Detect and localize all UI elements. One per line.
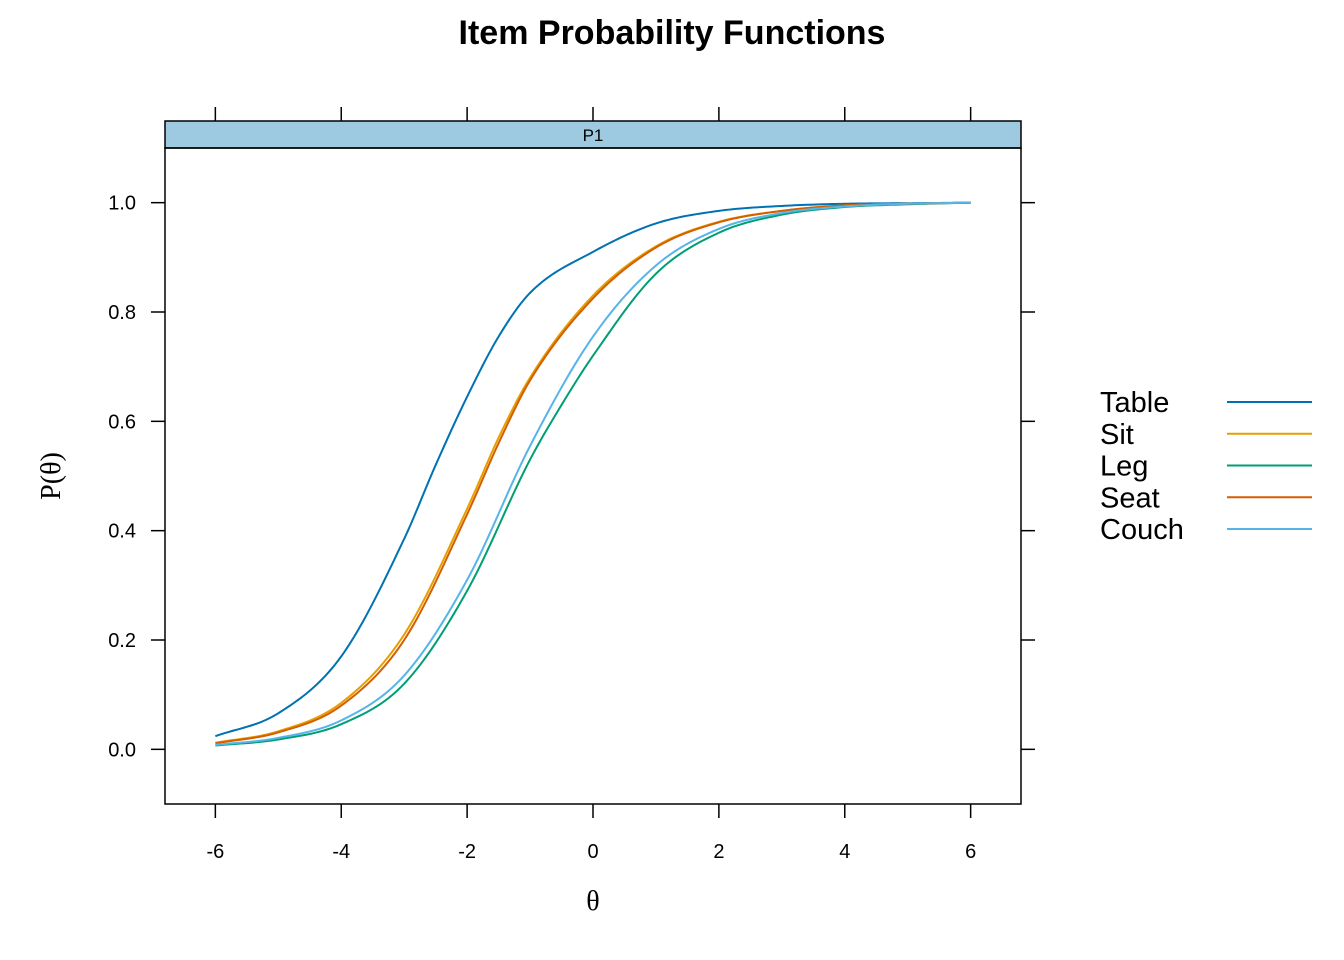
chart-title: Item Probability Functions [459,14,886,52]
series-line-seat [215,201,971,745]
y-tick-label: 0.4 [108,521,136,543]
series-lines [215,201,971,747]
panel-strip [164,120,1022,149]
y-tick-label: 0.6 [108,411,136,433]
x-tick-label: -2 [458,841,476,863]
x-tick-label: 2 [713,841,724,863]
panel: P1 [164,120,1022,805]
y-tick-label: 0.0 [108,739,136,761]
x-tick-label: 4 [839,841,850,863]
legend-label-seat: Seat [1100,482,1160,514]
panel-strip-label: P1 [583,126,604,145]
legend-label-couch: Couch [1100,514,1184,546]
x-axis-label: θ [586,886,599,917]
series-line-sit [215,201,971,744]
y-tick-label: 0.8 [108,302,136,324]
legend-label-sit: Sit [1100,419,1134,451]
x-tick-label: 6 [965,841,976,863]
legend-label-table: Table [1100,387,1169,419]
series-line-leg [215,201,971,747]
y-tick-label: 0.2 [108,630,136,652]
y-axis-label: P(θ) [36,452,67,500]
y-tick-label: 1.0 [108,193,136,215]
legend-label-leg: Leg [1100,451,1148,483]
axis-ticks: -6 -4 -2 0 2 4 6 0.0 0.2 0.4 0.6 0.8 1.0 [108,107,1035,863]
series-line-table [215,201,971,738]
x-tick-label: -4 [332,841,350,863]
plot-area [164,147,1022,805]
x-tick-label: -6 [206,841,224,863]
series-line-couch [215,201,971,746]
x-tick-label: 0 [587,841,598,863]
